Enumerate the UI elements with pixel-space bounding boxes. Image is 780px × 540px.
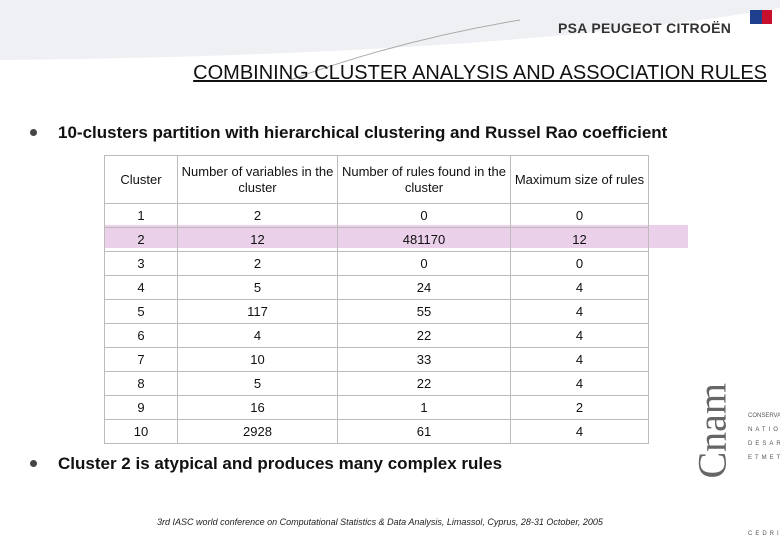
table-cell: 22 [337, 371, 511, 396]
table-cell: 55 [337, 299, 511, 324]
table-cell: 0 [510, 203, 649, 228]
side-logo-mark: Cnam [689, 382, 735, 479]
footer: 3rd IASC world conference on Computation… [157, 517, 603, 527]
table-cell: 2928 [177, 419, 338, 444]
side-logo-text: CONSERVATOIRE [748, 413, 780, 419]
table-cell: 4 [177, 323, 338, 348]
header-cell: Maximum size of rules [510, 155, 649, 204]
table-cell: 0 [337, 203, 511, 228]
table-cell: 1 [104, 203, 178, 228]
table-row: 10 2928 61 4 [104, 419, 649, 444]
table-cell: 2 [177, 203, 338, 228]
table-cell: 2 [104, 227, 178, 252]
table-cell: 7 [104, 347, 178, 372]
header-cell: Number of rules found in the cluster [337, 155, 511, 204]
table-cell: 5 [177, 275, 338, 300]
table-row: 4 5 24 4 [104, 275, 649, 300]
slide-title: COMBINING CLUSTER ANALYSIS AND ASSOCIATI… [193, 62, 767, 84]
table-cell: 2 [510, 395, 649, 420]
table-row: 5 117 55 4 [104, 299, 649, 324]
table-cell: 481170 [337, 227, 511, 252]
company-logo: PSA PEUGEOT CITROËN [558, 20, 732, 36]
bullet: Cluster 2 is atypical and produces many … [30, 454, 502, 474]
table-cell: 61 [337, 419, 511, 444]
header-decoration [0, 0, 780, 81]
table-cell: 4 [510, 275, 649, 300]
table-cell: 4 [510, 371, 649, 396]
bullet-text: 10-clusters partition with hierarchical … [58, 123, 668, 142]
table-cell: 33 [337, 347, 511, 372]
side-logo-text: NATIONAL [748, 427, 780, 433]
bullet: 10-clusters partition with hierarchical … [30, 123, 667, 143]
table-cell: 5 [177, 371, 338, 396]
table-row: 7 10 33 4 [104, 347, 649, 372]
table-cell: 3 [104, 251, 178, 276]
table-cell: 0 [337, 251, 511, 276]
table-cell: 22 [337, 323, 511, 348]
bullet-text: Cluster 2 is atypical and produces many … [58, 454, 503, 473]
table-cell: 10 [104, 419, 178, 444]
side-logo-text: DESARTS [748, 441, 780, 447]
table-cell: 2 [177, 251, 338, 276]
side-logo-text: CEDRIC [748, 531, 780, 537]
table-cell: 6 [104, 323, 178, 348]
table-row: 8 5 22 4 [104, 371, 649, 396]
header-cell: Number of variables in the cluster [177, 155, 338, 204]
table-cell: 24 [337, 275, 511, 300]
table-cell: 5 [104, 299, 178, 324]
header-row: Cluster Number of variables in the cluste… [104, 155, 649, 204]
table-cell: 4 [510, 419, 649, 444]
table-cell: 16 [177, 395, 338, 420]
table-cell: 117 [177, 299, 338, 324]
side-logo: Cnam CONSERVATOIRE NATIONAL DESARTS ETME… [690, 383, 780, 537]
cluster-table: Cluster Number of variables in the cluste… [104, 155, 649, 444]
side-logo-text: ETMETIERS [748, 455, 780, 461]
table-row: 9 16 1 2 [104, 395, 649, 420]
table-cell: 10 [177, 347, 338, 372]
table-cell: 4 [510, 323, 649, 348]
table-cell: 9 [104, 395, 178, 420]
table-cell: 4 [104, 275, 178, 300]
table-cell: 12 [510, 227, 649, 252]
table-cell: 1 [337, 395, 511, 420]
table-cell: 8 [104, 371, 178, 396]
table-cell: 4 [510, 299, 649, 324]
table-row: 2 12 481170 12 [104, 227, 649, 252]
table-cell: 4 [510, 347, 649, 372]
table-cell: 12 [177, 227, 338, 252]
header-cell: Cluster [104, 155, 178, 204]
table-cell: 0 [510, 251, 649, 276]
table-row: 6 4 22 4 [104, 323, 649, 348]
